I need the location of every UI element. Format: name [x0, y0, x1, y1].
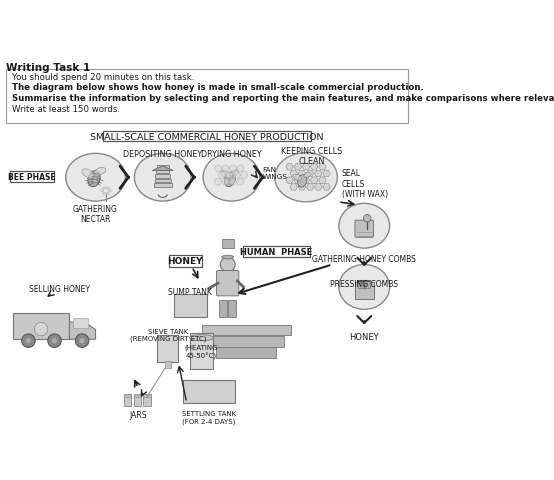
Text: DEPOSITING HONEY: DEPOSITING HONEY — [123, 150, 202, 158]
FancyBboxPatch shape — [183, 381, 235, 403]
Ellipse shape — [101, 190, 104, 192]
Circle shape — [22, 334, 35, 348]
FancyBboxPatch shape — [217, 348, 276, 358]
Text: SMALL-SCALE COMMERCIAL HONEY PRODUCTION: SMALL-SCALE COMMERCIAL HONEY PRODUCTION — [90, 132, 324, 142]
Circle shape — [52, 338, 58, 344]
Text: HONEY: HONEY — [350, 332, 379, 341]
Text: Writing Task 1: Writing Task 1 — [6, 62, 90, 72]
FancyBboxPatch shape — [155, 180, 171, 183]
Text: HONEY: HONEY — [167, 257, 203, 266]
FancyBboxPatch shape — [11, 172, 54, 182]
Ellipse shape — [82, 169, 94, 179]
Text: KEEPING CELLS
CLEAN: KEEPING CELLS CLEAN — [281, 146, 342, 166]
Ellipse shape — [88, 171, 100, 187]
Text: PRESSING COMBS: PRESSING COMBS — [330, 280, 398, 289]
Ellipse shape — [102, 188, 106, 190]
FancyBboxPatch shape — [157, 336, 178, 362]
FancyBboxPatch shape — [103, 132, 310, 142]
Text: JARS: JARS — [129, 410, 147, 419]
Ellipse shape — [135, 154, 191, 202]
FancyBboxPatch shape — [13, 313, 69, 339]
FancyBboxPatch shape — [165, 361, 171, 369]
Text: Summarise the information by selecting and reporting the main features, and make: Summarise the information by selecting a… — [12, 94, 554, 103]
Text: FAN
WINGS: FAN WINGS — [263, 167, 288, 180]
Circle shape — [220, 258, 235, 273]
Ellipse shape — [297, 175, 307, 188]
FancyBboxPatch shape — [155, 175, 170, 179]
Ellipse shape — [102, 192, 106, 195]
FancyBboxPatch shape — [6, 70, 408, 123]
Circle shape — [363, 215, 371, 223]
Ellipse shape — [106, 192, 109, 195]
FancyBboxPatch shape — [124, 394, 131, 406]
Polygon shape — [152, 167, 173, 171]
FancyBboxPatch shape — [143, 394, 151, 406]
Text: SELLING HONEY: SELLING HONEY — [29, 284, 90, 293]
FancyBboxPatch shape — [217, 271, 239, 296]
Ellipse shape — [94, 168, 106, 176]
FancyBboxPatch shape — [134, 394, 141, 406]
Ellipse shape — [230, 170, 239, 176]
FancyBboxPatch shape — [156, 170, 170, 174]
FancyBboxPatch shape — [209, 336, 284, 347]
Ellipse shape — [339, 265, 389, 310]
FancyBboxPatch shape — [73, 318, 88, 328]
FancyBboxPatch shape — [358, 281, 370, 289]
Circle shape — [75, 334, 89, 348]
Circle shape — [79, 338, 85, 344]
FancyBboxPatch shape — [134, 394, 141, 397]
Ellipse shape — [293, 175, 301, 181]
Text: GATHERING
NECTAR: GATHERING NECTAR — [73, 204, 118, 224]
Ellipse shape — [108, 190, 111, 192]
Ellipse shape — [66, 154, 125, 202]
Text: The diagram below shows how honey is made in small-scale commercial production.: The diagram below shows how honey is mad… — [12, 83, 424, 92]
FancyBboxPatch shape — [355, 283, 374, 299]
Ellipse shape — [275, 153, 337, 203]
Ellipse shape — [222, 256, 234, 259]
FancyBboxPatch shape — [124, 394, 131, 397]
FancyBboxPatch shape — [157, 166, 168, 169]
FancyBboxPatch shape — [143, 394, 151, 397]
Ellipse shape — [224, 173, 235, 187]
FancyBboxPatch shape — [174, 295, 207, 317]
Text: SEAL
CELLS
(WITH WAX): SEAL CELLS (WITH WAX) — [342, 169, 388, 199]
FancyBboxPatch shape — [202, 325, 291, 336]
FancyBboxPatch shape — [189, 334, 213, 369]
Circle shape — [48, 334, 61, 348]
Text: GATHERING HONEY COMBS: GATHERING HONEY COMBS — [312, 254, 416, 264]
Circle shape — [34, 323, 48, 336]
Ellipse shape — [203, 154, 260, 202]
Polygon shape — [69, 323, 95, 339]
FancyBboxPatch shape — [355, 221, 373, 238]
Text: You should spend 20 minutes on this task.: You should spend 20 minutes on this task… — [12, 73, 194, 82]
FancyBboxPatch shape — [243, 246, 310, 257]
Circle shape — [25, 338, 32, 344]
Ellipse shape — [304, 173, 311, 178]
FancyBboxPatch shape — [219, 301, 227, 317]
Ellipse shape — [106, 188, 109, 190]
Text: SIEVE TANK
(REMOVING DIRT ETC): SIEVE TANK (REMOVING DIRT ETC) — [130, 328, 206, 342]
Ellipse shape — [189, 335, 213, 341]
Text: Write at least 150 words.: Write at least 150 words. — [12, 105, 120, 114]
Text: DRYING HONEY: DRYING HONEY — [201, 150, 261, 158]
FancyBboxPatch shape — [154, 184, 172, 188]
FancyBboxPatch shape — [223, 240, 234, 249]
Text: SETTLING TANK
(FOR 2-4 DAYS): SETTLING TANK (FOR 2-4 DAYS) — [182, 410, 236, 424]
Ellipse shape — [339, 204, 389, 249]
Text: HUMAN  PHASE: HUMAN PHASE — [240, 247, 312, 256]
FancyBboxPatch shape — [228, 301, 236, 317]
Ellipse shape — [220, 171, 230, 179]
Text: BEE PHASE: BEE PHASE — [8, 173, 56, 181]
FancyBboxPatch shape — [168, 255, 202, 267]
Text: (HEATING
45-50°C): (HEATING 45-50°C) — [185, 344, 218, 359]
Text: SUMP TANK: SUMP TANK — [168, 288, 212, 296]
